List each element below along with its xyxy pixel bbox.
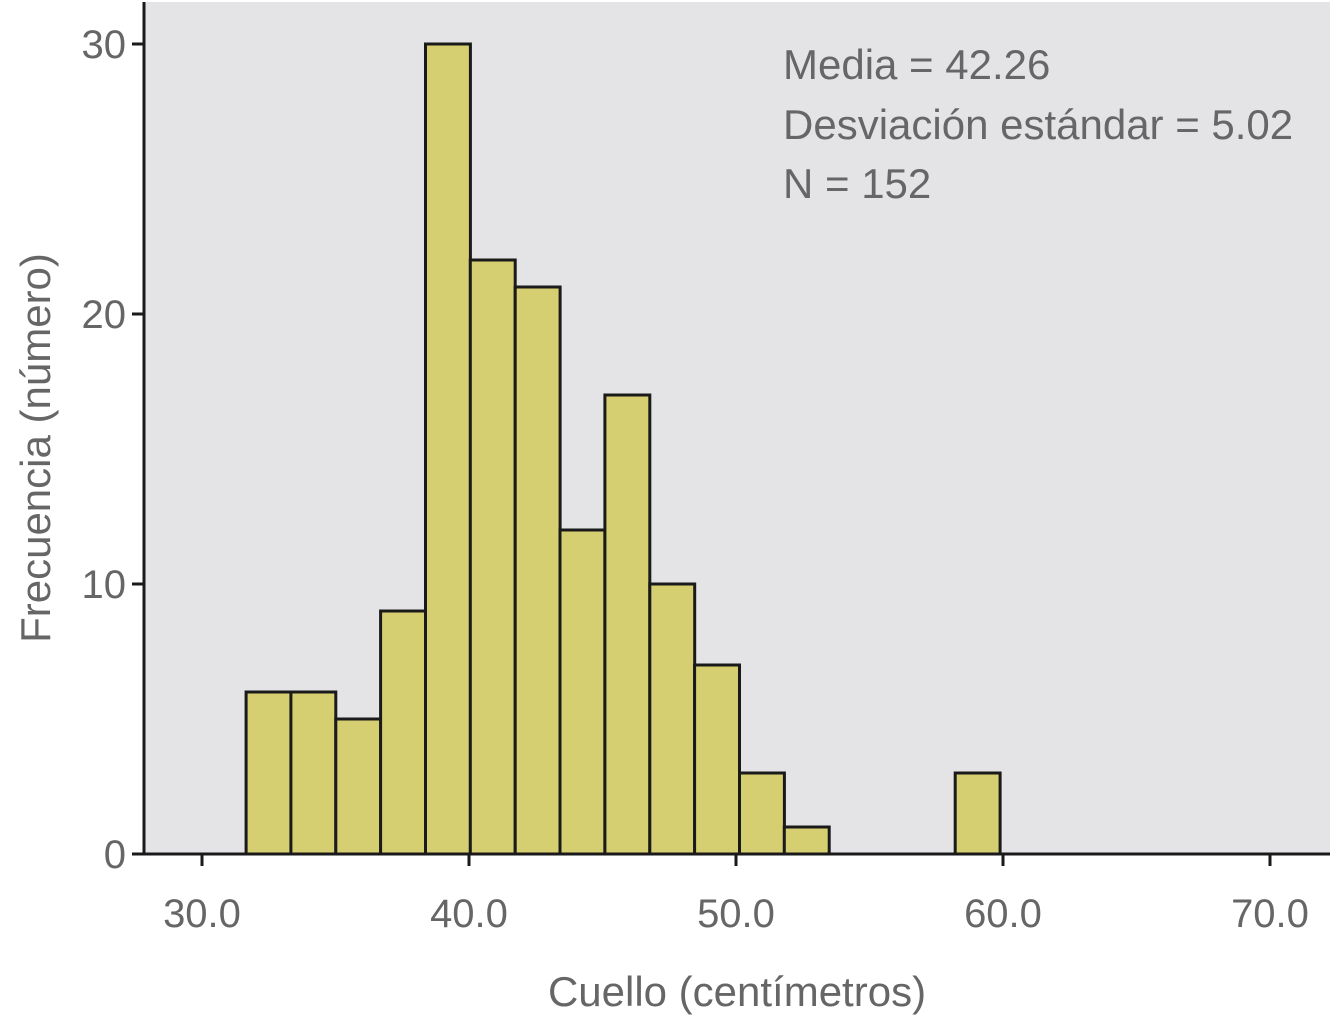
x-tick-label: 60.0: [964, 892, 1042, 936]
histogram-bar: [648, 582, 697, 856]
histogram-bar: [953, 771, 1002, 856]
y-tick-label: 10: [82, 563, 127, 607]
y-tick-label: 0: [104, 833, 126, 877]
x-tick-label: 30.0: [163, 892, 241, 936]
histogram-bar: [468, 258, 517, 856]
x-tick-label: 50.0: [697, 892, 775, 936]
y-axis-ticks: 0 10 20 30: [82, 23, 144, 877]
y-tick-label: 20: [82, 293, 127, 337]
histogram-bar: [334, 717, 383, 856]
annotation-line: Media = 42.26: [783, 41, 1050, 88]
histogram-bar: [513, 285, 562, 856]
histogram-bar: [424, 42, 472, 856]
x-tick-label: 40.0: [430, 892, 508, 936]
x-axis-title: Cuello (centímetros): [548, 968, 926, 1015]
annotation-line: Desviación estándar = 5.02: [783, 101, 1293, 148]
y-tick-label: 30: [82, 23, 127, 67]
histogram-bar: [738, 771, 786, 856]
histogram-bar: [782, 825, 831, 856]
histogram-bar: [558, 528, 607, 856]
statistics-annotation: Media = 42.26 Desviación estándar = 5.02 N…: [783, 41, 1293, 207]
histogram-bar: [693, 663, 741, 856]
bars: [244, 42, 1002, 856]
histogram-bar: [379, 609, 428, 856]
y-axis-title: Frecuencia (número): [12, 253, 59, 643]
x-tick-label: 70.0: [1231, 892, 1309, 936]
annotation-line: N = 152: [783, 160, 931, 207]
histogram-bar: [244, 690, 293, 856]
histogram-bar: [603, 393, 652, 856]
x-axis-ticks: 30.0 40.0 50.0 60.0 70.0: [163, 854, 1309, 936]
histogram-bar: [289, 690, 338, 856]
